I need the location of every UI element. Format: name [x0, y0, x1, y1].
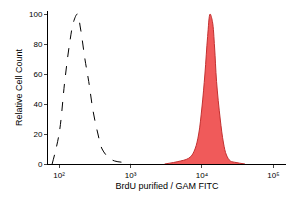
svg-text:10⁴: 10⁴: [196, 171, 209, 180]
svg-text:10³: 10³: [125, 171, 137, 180]
svg-text:0: 0: [38, 160, 43, 169]
svg-text:80: 80: [33, 40, 42, 49]
svg-text:10⁵: 10⁵: [267, 171, 279, 180]
svg-text:40: 40: [33, 100, 42, 109]
svg-text:BrdU purified / GAM FITC: BrdU purified / GAM FITC: [115, 181, 219, 191]
svg-text:Relative Cell Count: Relative Cell Count: [14, 48, 24, 126]
svg-text:100: 100: [29, 10, 43, 19]
svg-text:60: 60: [33, 70, 42, 79]
svg-text:10²: 10²: [53, 171, 65, 180]
svg-text:20: 20: [33, 130, 42, 139]
